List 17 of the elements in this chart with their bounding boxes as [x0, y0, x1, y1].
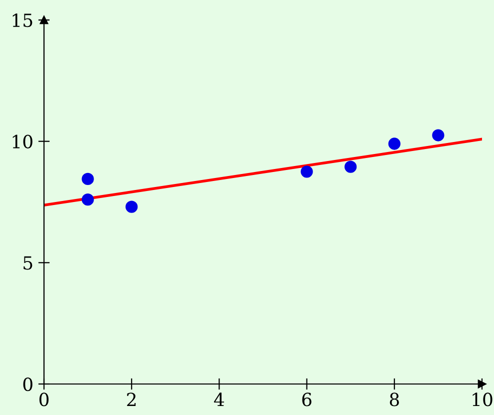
y-tick-label: 10: [12, 134, 32, 148]
x-tick-label: 10: [472, 392, 492, 406]
point: [388, 138, 400, 150]
point: [344, 160, 357, 173]
point: [82, 172, 94, 186]
point: [300, 166, 313, 178]
point: [82, 194, 94, 206]
y-tick-label: 15: [12, 13, 32, 28]
x-tick-label: 6: [302, 392, 312, 406]
x-tick-label: 0: [39, 392, 49, 406]
x-tick-label: 8: [390, 392, 399, 406]
point: [126, 200, 138, 213]
x-tick-label: 4: [214, 392, 224, 406]
y-tick-label: 5: [24, 256, 32, 270]
point: [432, 129, 444, 142]
y-tick-label: 0: [23, 377, 32, 392]
x-tick-label: 2: [127, 392, 136, 406]
